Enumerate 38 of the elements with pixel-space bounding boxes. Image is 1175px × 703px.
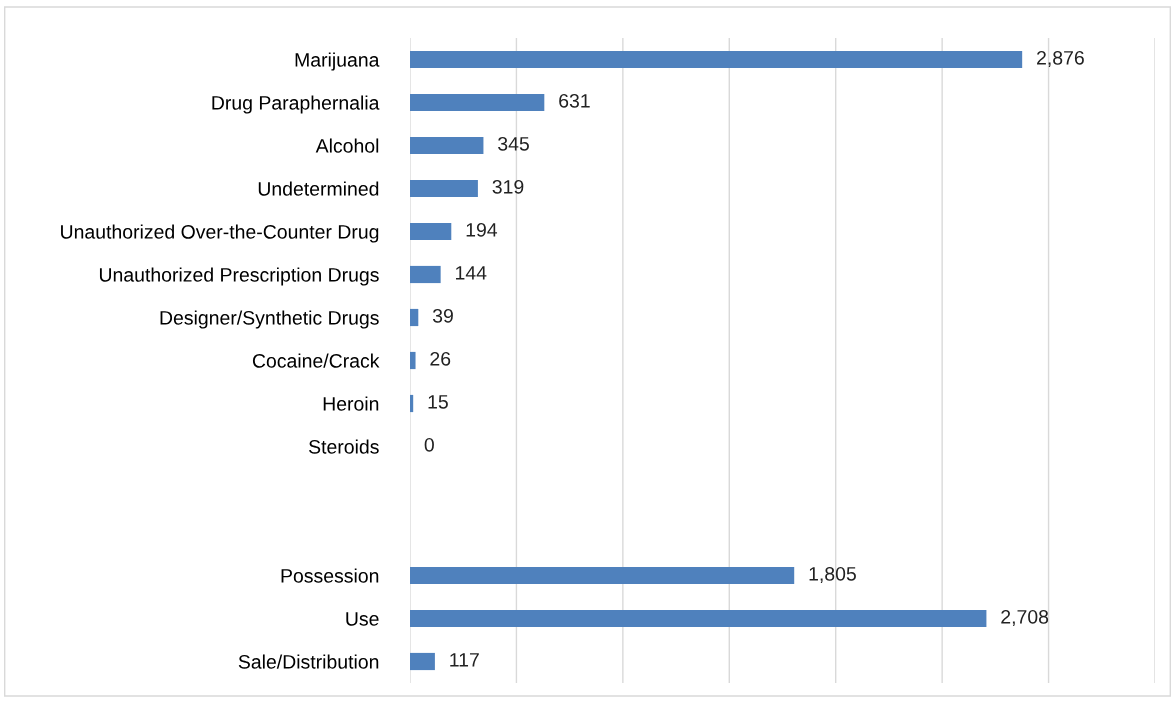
y-tick-label: Drug Paraphernalia <box>212 95 380 114</box>
data-label: 117 <box>450 653 479 667</box>
y-tick-label: Undetermined <box>258 181 379 196</box>
data-label: 2,708 <box>1001 609 1049 627</box>
y-tick-label: Heroin <box>323 396 379 411</box>
bar <box>410 652 435 671</box>
bar <box>410 222 452 241</box>
data-label: 2,876 <box>1037 50 1084 68</box>
y-tick-label: Alcohol <box>315 138 379 153</box>
data-label: 1,805 <box>809 566 856 584</box>
y-tick-label: Cocaine/Crack <box>252 353 380 368</box>
y-tick-label: Unauthorized Over-the-Counter Drug <box>61 224 379 243</box>
data-label: 345 <box>498 136 529 151</box>
y-tick-label: Unauthorized Prescription Drugs <box>99 267 379 286</box>
y-tick-label: Steroids <box>309 439 379 454</box>
data-label: 319 <box>492 179 524 194</box>
bar <box>410 566 795 585</box>
y-tick-label: Designer/Synthetic Drugs <box>160 310 379 329</box>
y-tick-label: Use <box>346 612 379 626</box>
bar <box>410 136 484 155</box>
data-label: 144 <box>456 266 487 280</box>
bar <box>410 50 1023 69</box>
bar <box>410 308 419 327</box>
bar <box>410 93 545 112</box>
data-label: 39 <box>432 308 453 323</box>
data-label: 631 <box>559 93 590 108</box>
y-tick-label: Marijuana <box>295 52 380 71</box>
data-label: 194 <box>466 222 498 237</box>
data-label: 0 <box>424 437 434 452</box>
bar <box>410 394 414 413</box>
data-label: 26 <box>430 351 451 366</box>
bar <box>410 351 416 370</box>
bar <box>410 609 987 628</box>
y-tick-label: Possession <box>281 568 379 583</box>
bar <box>410 265 441 284</box>
data-label: 15 <box>428 395 448 409</box>
bar <box>410 179 478 198</box>
y-tick-label: Sale/Distribution <box>238 654 379 669</box>
